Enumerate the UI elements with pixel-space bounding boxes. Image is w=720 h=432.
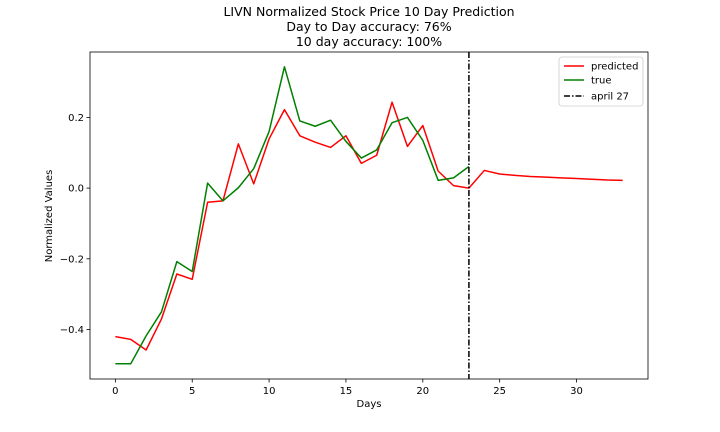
legend-label-april-27: april 27 <box>591 92 629 103</box>
y-tick-label: −0.2 <box>60 254 84 265</box>
x-tick-label: 5 <box>189 386 195 397</box>
y-axis-label: Normalized Values <box>44 170 55 263</box>
subtitle-line-day-to-day: Day to Day accuracy: 76% <box>286 19 451 34</box>
series-line-predicted <box>115 101 623 351</box>
legend-label-true: true <box>591 76 612 87</box>
series-line-true <box>115 66 470 365</box>
x-axis-ticks: 0 5 10 15 20 25 30 <box>112 379 583 397</box>
y-tick-label: 0.0 <box>68 184 84 195</box>
plot-frame <box>89 51 649 380</box>
x-tick-label: 30 <box>570 386 583 397</box>
y-axis-ticks: −0.4 −0.2 0.0 0.2 <box>60 113 90 336</box>
x-tick-label: 20 <box>416 386 429 397</box>
legend: predicted true april 27 <box>558 56 644 107</box>
x-tick-label: 10 <box>263 386 276 397</box>
chart-title: LIVN Normalized Stock Price 10 Day Predi… <box>223 4 514 49</box>
subtitle-line-10-day: 10 day accuracy: 100% <box>296 34 442 49</box>
title-text: LIVN Normalized Stock Price 10 Day Predi… <box>223 4 514 19</box>
legend-box <box>558 56 644 107</box>
x-tick-label: 0 <box>112 386 118 397</box>
x-axis-label: Days <box>357 399 382 410</box>
y-tick-label: 0.2 <box>68 113 84 124</box>
legend-label-predicted: predicted <box>591 62 638 73</box>
y-tick-label: −0.4 <box>60 325 84 336</box>
series-layer <box>115 66 623 365</box>
x-tick-label: 25 <box>493 386 506 397</box>
x-tick-label: 15 <box>340 386 353 397</box>
